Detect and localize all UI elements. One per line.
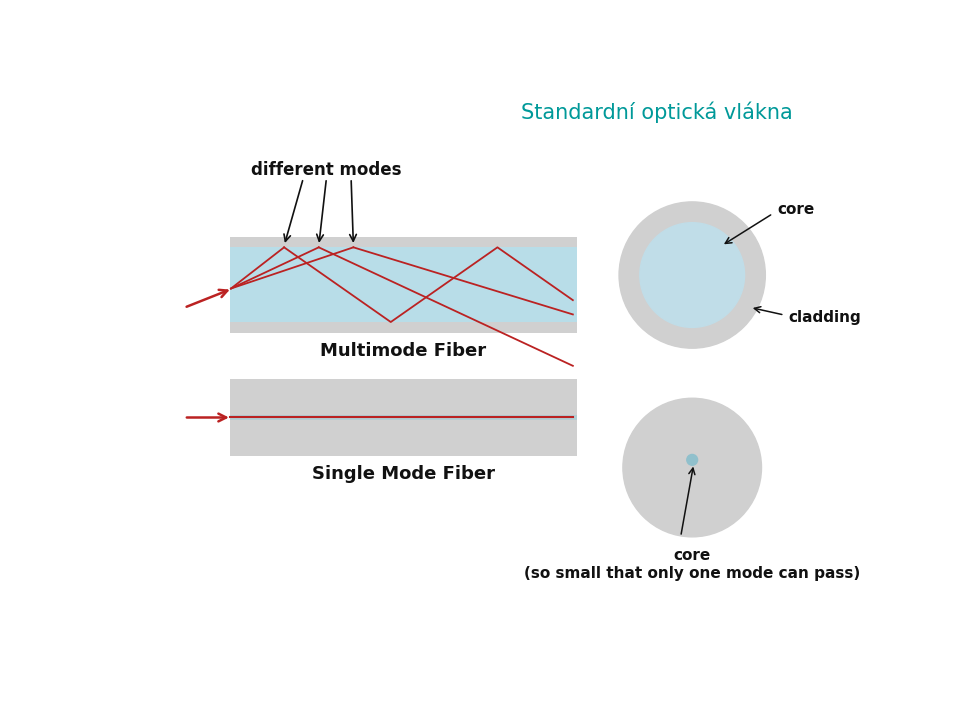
Text: cladding: cladding [788, 310, 861, 325]
Text: Single Mode Fiber: Single Mode Fiber [312, 465, 495, 483]
Bar [230, 248, 577, 322]
Bar [230, 237, 577, 333]
Text: Standardní optická vlákna: Standardní optická vlákna [520, 102, 792, 123]
Text: Multimode Fiber: Multimode Fiber [321, 342, 487, 360]
Bar [230, 415, 577, 420]
Text: core: core [777, 202, 814, 217]
Text: core
(so small that only one mode can pass): core (so small that only one mode can pa… [524, 549, 860, 581]
Text: different modes: different modes [252, 161, 401, 179]
Circle shape [623, 398, 761, 537]
Circle shape [686, 454, 698, 465]
Bar [230, 379, 577, 456]
Circle shape [619, 202, 765, 348]
Circle shape [639, 222, 745, 328]
